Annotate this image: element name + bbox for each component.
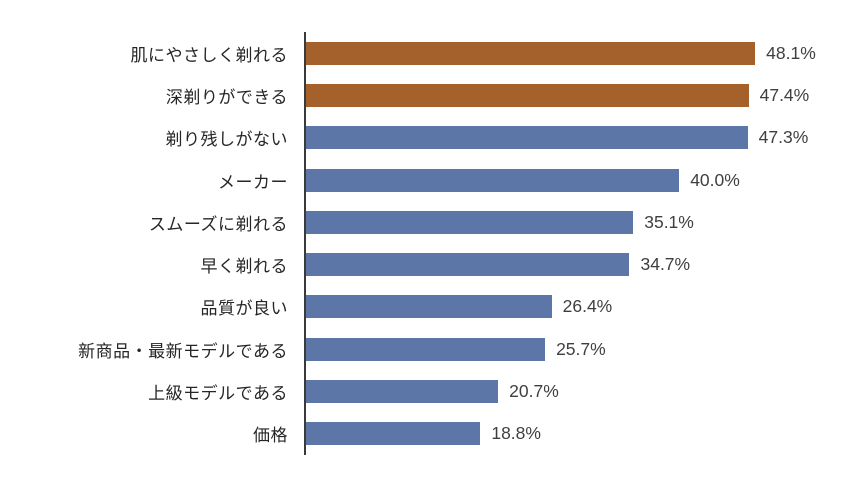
value-label: 47.4% <box>759 84 810 105</box>
y-axis-line <box>304 32 306 455</box>
category-label: メーカー <box>218 172 288 192</box>
bar <box>304 210 634 234</box>
bar-track: 48.1% <box>304 41 864 65</box>
bar-row: 肌にやさしく剃れる 48.1% <box>0 32 864 74</box>
category-label: 新商品・最新モデルである <box>78 341 288 361</box>
category-label: 深剃りができる <box>165 87 288 107</box>
bar <box>304 168 680 192</box>
bar <box>304 41 756 65</box>
bar <box>304 380 499 404</box>
bar <box>304 126 748 150</box>
value-label: 47.3% <box>758 127 809 148</box>
bar-row: 剃り残しがない 47.3% <box>0 117 864 159</box>
value-label: 34.7% <box>640 254 691 275</box>
bar <box>304 337 546 361</box>
value-label: 20.7% <box>509 381 559 402</box>
value-label: 26.4% <box>562 296 613 317</box>
category-label: 肌にやさしく剃れる <box>130 45 288 65</box>
bar-chart-rows: 肌にやさしく剃れる 48.1% 深剃りができる 47.4% 剃り残しがない 47… <box>0 32 864 455</box>
bar-track: 18.8% <box>304 422 864 446</box>
category-label: 価格 <box>253 426 288 446</box>
bar-track: 20.7% <box>304 380 864 404</box>
category-label: 早く剃れる <box>200 257 288 277</box>
category-label: 品質が良い <box>200 299 288 319</box>
value-label: 40.0% <box>690 169 740 190</box>
bar <box>304 253 630 277</box>
bar-row: 早く剃れる 34.7% <box>0 243 864 285</box>
value-label: 48.1% <box>766 42 816 63</box>
value-label: 25.7% <box>556 338 606 359</box>
category-label: スムーズに剃れる <box>148 214 288 234</box>
bar <box>304 295 552 319</box>
category-label: 剃り残しがない <box>165 130 288 150</box>
bar-row: 深剃りができる 47.4% <box>0 74 864 116</box>
bar-row: 上級モデルである 20.7% <box>0 370 864 412</box>
bar <box>304 83 749 107</box>
value-label: 35.1% <box>644 211 694 232</box>
bar-track: 34.7% <box>304 253 864 277</box>
bar-row: 品質が良い 26.4% <box>0 286 864 328</box>
bar-row: 価格 18.8% <box>0 413 864 455</box>
bar-track: 26.4% <box>304 295 864 319</box>
bar-row: 新商品・最新モデルである 25.7% <box>0 328 864 370</box>
bar-row: メーカー 40.0% <box>0 159 864 201</box>
bar-track: 47.4% <box>304 83 864 107</box>
bar-track: 40.0% <box>304 168 864 192</box>
bar-track: 35.1% <box>304 210 864 234</box>
category-label: 上級モデルである <box>148 384 288 404</box>
bar-track: 47.3% <box>304 126 864 150</box>
bar-row: スムーズに剃れる 35.1% <box>0 201 864 243</box>
bar <box>304 422 481 446</box>
bar-track: 25.7% <box>304 337 864 361</box>
value-label: 18.8% <box>491 423 541 444</box>
